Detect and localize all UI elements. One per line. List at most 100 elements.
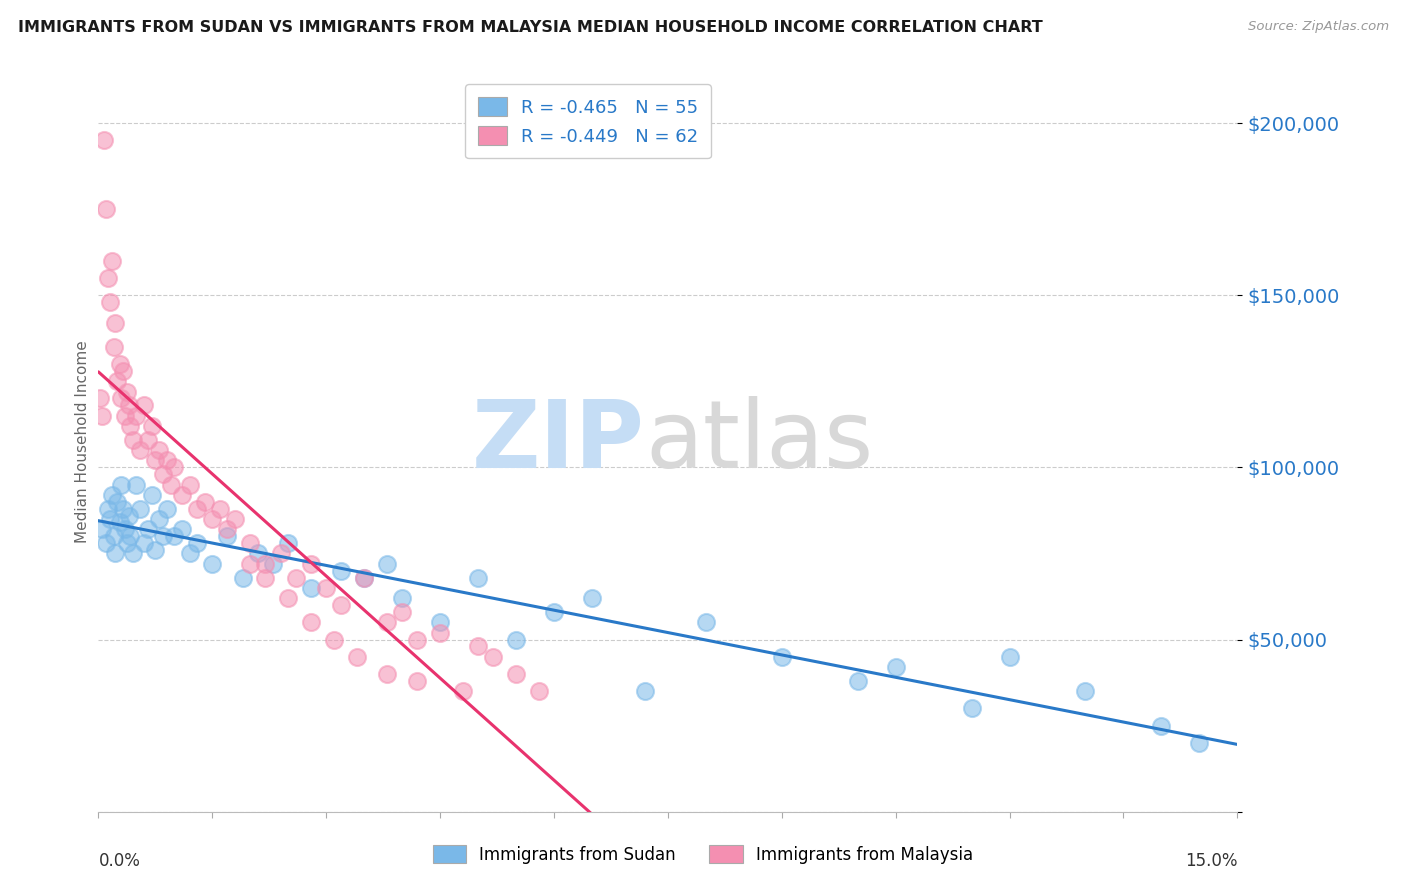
Point [91, 409, 114, 423]
Point [163, 529, 186, 543]
Point [120, 419, 142, 434]
Point [201, 557, 224, 571]
Point [89, 392, 111, 406]
Point [104, 316, 127, 330]
Point [254, 557, 277, 571]
Point [239, 557, 262, 571]
Point [194, 495, 217, 509]
Point [406, 632, 429, 647]
Point [94, 536, 117, 550]
Point [505, 667, 527, 681]
Point [270, 546, 292, 560]
Point [98, 512, 121, 526]
Point [1188, 736, 1211, 750]
Point [98, 295, 121, 310]
Point [136, 433, 159, 447]
Point [110, 392, 132, 406]
Point [120, 529, 142, 543]
Point [322, 632, 344, 647]
Point [467, 640, 489, 654]
Point [170, 522, 193, 536]
Point [186, 536, 208, 550]
Point [262, 557, 284, 571]
Point [375, 557, 398, 571]
Point [145, 543, 167, 558]
Point [284, 570, 307, 584]
Point [103, 340, 125, 354]
Text: Source: ZipAtlas.com: Source: ZipAtlas.com [1249, 20, 1389, 33]
Point [104, 546, 127, 560]
Point [114, 522, 136, 536]
Point [246, 546, 269, 560]
Point [118, 398, 141, 412]
Point [114, 409, 136, 423]
Point [159, 477, 181, 491]
Point [179, 477, 201, 491]
Point [375, 667, 398, 681]
Point [353, 570, 375, 584]
Point [208, 501, 231, 516]
Point [156, 453, 179, 467]
Point [132, 536, 155, 550]
Point [330, 598, 353, 612]
Point [527, 684, 550, 698]
Point [391, 605, 413, 619]
Point [93, 133, 115, 147]
Point [121, 546, 143, 560]
Text: IMMIGRANTS FROM SUDAN VS IMMIGRANTS FROM MALAYSIA MEDIAN HOUSEHOLD INCOME CORREL: IMMIGRANTS FROM SUDAN VS IMMIGRANTS FROM… [18, 20, 1043, 35]
Point [998, 649, 1021, 664]
Point [110, 477, 132, 491]
Point [239, 536, 262, 550]
Text: 15.0%: 15.0% [1185, 853, 1237, 871]
Point [353, 570, 375, 584]
Point [101, 253, 124, 268]
Point [170, 488, 193, 502]
Point [91, 522, 114, 536]
Point [429, 625, 451, 640]
Point [505, 632, 527, 647]
Point [96, 501, 118, 516]
Point [884, 660, 907, 674]
Point [232, 570, 254, 584]
Point [960, 701, 983, 715]
Point [846, 673, 869, 688]
Point [156, 501, 179, 516]
Point [695, 615, 717, 630]
Point [141, 419, 163, 434]
Point [107, 495, 129, 509]
Point [770, 649, 793, 664]
Y-axis label: Median Household Income: Median Household Income [75, 340, 90, 543]
Point [129, 443, 152, 458]
Point [224, 512, 246, 526]
Point [277, 536, 299, 550]
Point [136, 522, 159, 536]
Point [217, 522, 239, 536]
Point [186, 501, 208, 516]
Point [451, 684, 474, 698]
Point [152, 529, 174, 543]
Point [201, 512, 224, 526]
Point [141, 488, 163, 502]
Point [108, 516, 131, 530]
Point [148, 443, 170, 458]
Text: atlas: atlas [645, 395, 873, 488]
Point [132, 398, 155, 412]
Point [179, 546, 201, 560]
Point [217, 529, 239, 543]
Point [634, 684, 657, 698]
Point [117, 536, 139, 550]
Point [101, 488, 124, 502]
Point [315, 581, 337, 595]
Point [299, 615, 322, 630]
Text: 0.0%: 0.0% [98, 853, 141, 871]
Point [1074, 684, 1097, 698]
Point [148, 512, 170, 526]
Point [111, 364, 134, 378]
Point [299, 581, 322, 595]
Point [96, 271, 118, 285]
Point [94, 202, 117, 216]
Point [117, 384, 139, 399]
Point [125, 477, 148, 491]
Point [121, 433, 143, 447]
Point [163, 460, 186, 475]
